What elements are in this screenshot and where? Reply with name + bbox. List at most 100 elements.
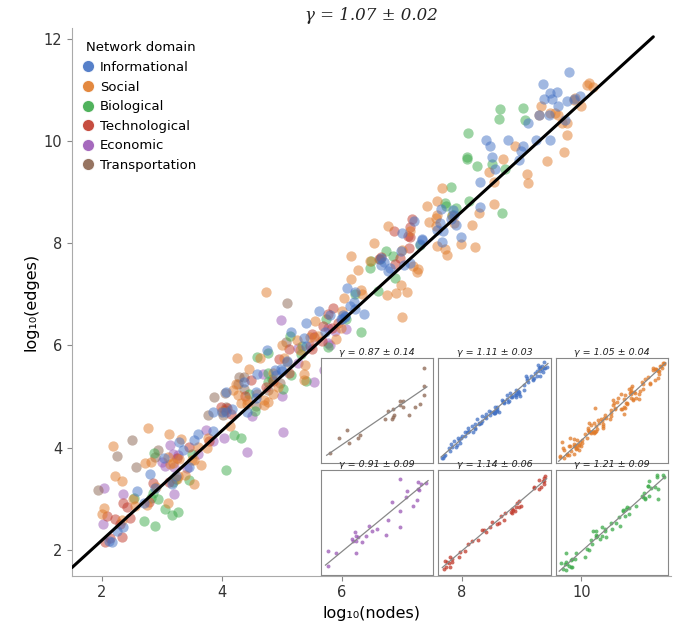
Point — [558, 564, 569, 574]
Point — [163, 498, 174, 508]
Point — [643, 476, 654, 486]
Point — [498, 153, 509, 164]
Point — [222, 403, 233, 413]
Point — [200, 425, 211, 435]
Point — [314, 306, 325, 316]
Point — [534, 484, 545, 494]
Point — [371, 524, 382, 534]
Point — [340, 312, 351, 322]
Point — [300, 340, 311, 350]
Point — [418, 381, 429, 391]
Point — [341, 425, 352, 435]
Point — [424, 217, 435, 227]
Point — [609, 398, 620, 408]
Point — [408, 216, 419, 226]
Point — [528, 372, 539, 382]
Point — [117, 476, 128, 486]
Point — [502, 397, 513, 407]
Point — [250, 393, 261, 403]
Point — [645, 379, 656, 389]
Point — [501, 390, 512, 400]
Point — [501, 394, 512, 404]
Point — [615, 521, 626, 531]
Point — [618, 402, 629, 412]
Point — [110, 470, 121, 481]
Point — [522, 377, 533, 387]
Point — [466, 220, 477, 230]
Point — [316, 335, 327, 345]
Point — [456, 433, 466, 443]
Point — [658, 358, 669, 368]
Point — [492, 520, 503, 530]
Point — [438, 226, 449, 236]
Point — [624, 508, 635, 518]
Point — [612, 396, 623, 406]
Point — [638, 487, 649, 498]
Point — [497, 396, 508, 406]
Point — [575, 91, 586, 101]
Point — [238, 384, 249, 394]
Point — [323, 338, 334, 348]
Point — [188, 455, 199, 465]
Point — [431, 213, 442, 223]
Point — [318, 321, 329, 331]
Point — [649, 375, 660, 385]
Point — [618, 504, 629, 515]
Point — [569, 441, 580, 451]
Point — [412, 267, 423, 277]
Point — [539, 94, 550, 104]
Point — [474, 201, 485, 211]
Point — [139, 457, 150, 467]
Point — [160, 462, 171, 472]
Point — [297, 341, 308, 351]
Point — [477, 525, 488, 535]
Point — [627, 394, 638, 404]
Point — [171, 453, 182, 463]
Point — [395, 521, 406, 532]
Point — [566, 446, 577, 456]
Point — [529, 482, 540, 492]
Point — [447, 211, 458, 221]
Point — [572, 443, 583, 454]
Point — [451, 220, 462, 230]
Point — [497, 208, 508, 218]
Point — [440, 562, 451, 572]
Point — [630, 501, 641, 511]
Point — [533, 360, 544, 370]
Point — [446, 214, 457, 225]
Point — [489, 408, 500, 418]
Point — [456, 238, 466, 248]
Point — [343, 438, 354, 448]
Point — [340, 324, 351, 334]
Point — [240, 391, 251, 401]
Point — [255, 353, 266, 363]
Point — [499, 398, 510, 408]
Point — [439, 556, 450, 566]
Point — [304, 332, 315, 342]
Title: γ = 0.91 ± 0.09: γ = 0.91 ± 0.09 — [339, 460, 414, 469]
Point — [184, 462, 195, 472]
Point — [640, 374, 651, 384]
Point — [167, 477, 178, 487]
Point — [462, 427, 473, 437]
Point — [270, 370, 281, 381]
Point — [299, 333, 310, 343]
Point — [451, 440, 462, 450]
Point — [109, 514, 120, 524]
Point — [462, 423, 473, 433]
Point — [432, 209, 443, 220]
Point — [99, 483, 110, 493]
Point — [623, 503, 634, 513]
Point — [652, 494, 663, 504]
Point — [582, 544, 593, 554]
Point — [566, 554, 577, 564]
Point — [373, 286, 384, 296]
Point — [466, 537, 477, 547]
Point — [249, 406, 260, 416]
Point — [143, 497, 154, 507]
Point — [494, 104, 505, 114]
Point — [171, 474, 182, 484]
Point — [438, 454, 449, 464]
Point — [401, 486, 412, 496]
Point — [291, 335, 302, 345]
